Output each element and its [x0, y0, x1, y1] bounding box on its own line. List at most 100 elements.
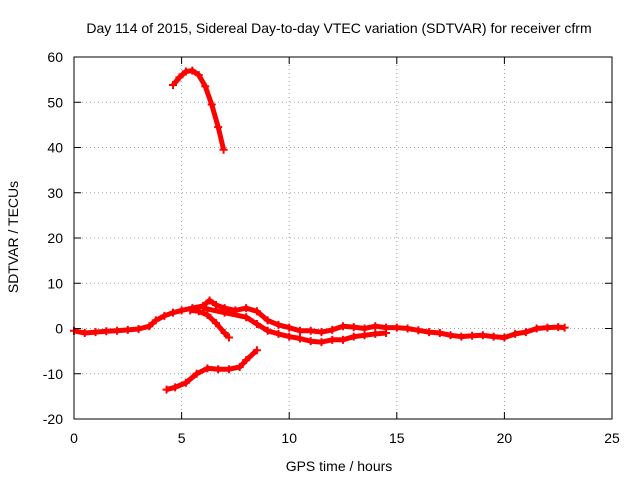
data-point	[220, 308, 229, 317]
data-point	[435, 329, 444, 338]
data-point	[168, 81, 177, 90]
x-tick-label: 0	[70, 430, 78, 446]
data-point	[212, 319, 221, 328]
data-point	[274, 329, 283, 338]
x-tick-label: 10	[281, 430, 297, 446]
data-point	[113, 326, 122, 335]
y-tick-label: 10	[47, 275, 63, 291]
x-axis-label: GPS time / hours	[286, 458, 393, 474]
y-tick-label: 50	[47, 94, 63, 110]
data-point	[371, 329, 380, 338]
data-point	[403, 324, 412, 333]
data-point	[242, 304, 251, 313]
data-point	[263, 316, 272, 325]
data-point	[168, 308, 177, 317]
data-point	[181, 378, 190, 387]
data-point	[285, 332, 294, 341]
data-point	[205, 296, 214, 305]
series-line-3	[202, 305, 387, 345]
data-point	[543, 323, 552, 332]
data-point	[339, 322, 347, 331]
data-point	[414, 326, 423, 335]
data-point	[252, 319, 261, 328]
data-point	[224, 365, 233, 374]
data-point	[511, 329, 520, 338]
data-point	[328, 335, 337, 344]
data-point	[160, 311, 169, 320]
y-tick-label: 30	[47, 185, 63, 201]
data-point	[214, 365, 223, 374]
data-point	[532, 324, 541, 333]
data-point	[203, 310, 212, 319]
series-line-5	[165, 348, 259, 393]
y-tick-label: 20	[47, 230, 63, 246]
data-point	[360, 331, 369, 340]
data-point	[207, 100, 216, 109]
data-point	[371, 322, 380, 331]
ticks: 0 5 10 15 20 25 -20 -10 0 10 20 30 40 50 60	[43, 49, 620, 446]
data-point	[349, 323, 358, 332]
data-point	[339, 335, 347, 344]
data-point	[201, 82, 210, 91]
data-point	[252, 307, 261, 316]
y-tick-label: 60	[47, 49, 63, 65]
data-point	[328, 325, 337, 334]
data-point	[188, 66, 197, 75]
y-tick-label: -20	[43, 411, 63, 427]
data-point	[203, 364, 212, 373]
data-point	[295, 334, 304, 343]
data-point	[274, 320, 283, 329]
data-point	[235, 362, 244, 371]
data-point	[521, 328, 530, 337]
data-point	[489, 332, 498, 341]
data-point	[317, 328, 326, 337]
data-point	[242, 356, 251, 365]
data-point	[392, 323, 401, 332]
x-tick-label: 15	[389, 430, 405, 446]
y-tick-label: 0	[55, 321, 63, 337]
data-point	[145, 322, 154, 331]
data-point	[500, 333, 509, 342]
data-point	[123, 325, 132, 334]
x-tick-label: 25	[604, 430, 620, 446]
data-point	[212, 300, 221, 309]
data-point	[457, 332, 466, 341]
data-point	[102, 327, 111, 336]
data-point	[194, 71, 203, 80]
y-tick-label: 40	[47, 140, 63, 156]
data-point	[219, 145, 228, 154]
data-point	[295, 326, 304, 335]
data-point	[382, 329, 391, 338]
data-point	[306, 326, 315, 335]
x-tick-label: 20	[497, 430, 513, 446]
data-point	[214, 123, 223, 132]
data-point	[162, 385, 171, 394]
data-point	[242, 313, 251, 322]
chart-title: Day 114 of 2015, Sidereal Day-to-day VTE…	[86, 20, 591, 36]
series-layer	[70, 66, 569, 394]
data-point	[425, 328, 434, 337]
data-point	[80, 329, 89, 338]
data-point	[175, 73, 184, 82]
data-point	[192, 369, 201, 378]
data-point	[263, 326, 272, 335]
data-point	[349, 332, 358, 341]
data-point	[151, 316, 160, 325]
data-point	[560, 323, 569, 332]
data-point	[194, 307, 203, 316]
data-point	[224, 333, 233, 342]
x-tick-label: 5	[178, 430, 186, 446]
data-point	[220, 329, 229, 338]
data-point	[478, 331, 487, 340]
y-axis-label: SDTVAR / TECUs	[5, 181, 21, 293]
data-point	[360, 324, 369, 333]
data-point	[177, 306, 186, 315]
data-point	[186, 306, 195, 315]
data-point	[134, 324, 143, 333]
data-point	[317, 338, 326, 347]
data-point	[285, 323, 294, 332]
data-point	[446, 331, 455, 340]
data-point	[171, 383, 180, 392]
